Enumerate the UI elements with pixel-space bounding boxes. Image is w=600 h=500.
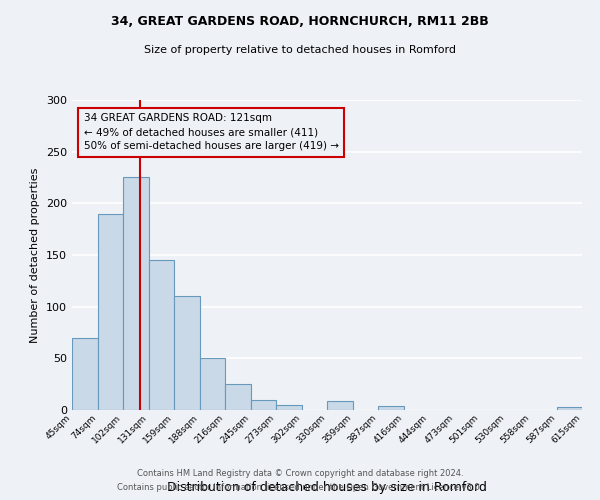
Bar — [123, 178, 149, 410]
Bar — [72, 338, 98, 410]
Bar — [200, 358, 225, 410]
Bar — [149, 260, 174, 410]
Text: Contains HM Land Registry data © Crown copyright and database right 2024.: Contains HM Land Registry data © Crown c… — [137, 468, 463, 477]
Text: 34 GREAT GARDENS ROAD: 121sqm
← 49% of detached houses are smaller (411)
50% of : 34 GREAT GARDENS ROAD: 121sqm ← 49% of d… — [83, 114, 338, 152]
Text: 34, GREAT GARDENS ROAD, HORNCHURCH, RM11 2BB: 34, GREAT GARDENS ROAD, HORNCHURCH, RM11… — [111, 15, 489, 28]
Text: Contains public sector information licensed under the Open Government Licence v3: Contains public sector information licen… — [118, 484, 482, 492]
Bar — [225, 384, 251, 410]
Bar — [378, 406, 404, 410]
Bar — [98, 214, 123, 410]
Bar — [251, 400, 276, 410]
Text: Size of property relative to detached houses in Romford: Size of property relative to detached ho… — [144, 45, 456, 55]
Bar — [327, 400, 353, 410]
Bar — [174, 296, 200, 410]
Bar — [557, 407, 582, 410]
X-axis label: Distribution of detached houses by size in Romford: Distribution of detached houses by size … — [167, 481, 487, 494]
Bar — [276, 405, 302, 410]
Y-axis label: Number of detached properties: Number of detached properties — [31, 168, 40, 342]
